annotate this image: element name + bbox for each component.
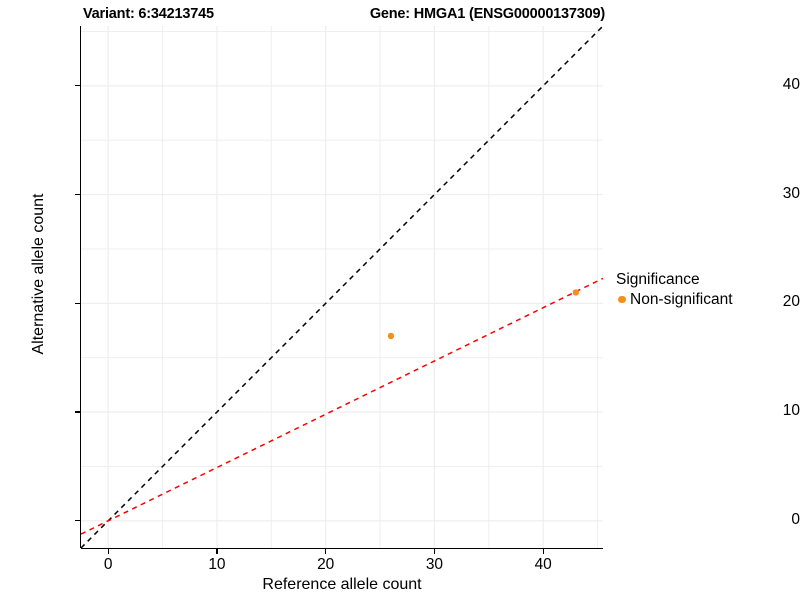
x-tick-mark — [107, 549, 109, 554]
y-axis-line — [80, 26, 82, 548]
y-tick-label: 20 — [782, 293, 800, 311]
data-point-markers — [387, 289, 580, 340]
legend-entry-label: Non-significant — [630, 291, 733, 308]
plot-panel — [81, 26, 603, 548]
gene-title: Gene: HMGA1 (ENSG00000137309) — [369, 6, 605, 22]
y-tick-label: 40 — [782, 75, 800, 93]
x-tick-mark — [433, 549, 436, 554]
y-tick-mark — [75, 411, 80, 413]
y-tick-mark — [75, 520, 80, 522]
y-tick-label: 30 — [782, 184, 800, 202]
x-axis-line — [81, 548, 603, 550]
legend: Significance Non-significant — [614, 270, 794, 309]
reference-lines — [81, 26, 603, 548]
minor-gridlines — [81, 26, 603, 548]
chart-title-row: Variant: 6:34213745 Gene: HMGA1 (ENSG000… — [81, 4, 605, 24]
y-tick-mark — [75, 193, 80, 196]
major-gridlines — [81, 26, 603, 548]
data-point — [572, 289, 580, 296]
x-tick-mark — [542, 549, 544, 554]
y-tick-mark — [75, 302, 80, 304]
y-tick-mark — [75, 85, 80, 87]
x-tick-label: 20 — [317, 556, 335, 573]
data-point — [387, 332, 395, 340]
x-tick-label: 0 — [103, 556, 113, 573]
y-axis-title: Alternative allele count — [30, 193, 47, 355]
circle-dot-icon — [614, 290, 630, 309]
y-tick-label: 10 — [782, 402, 800, 420]
x-tick-mark — [325, 549, 327, 554]
x-tick-label: 10 — [208, 556, 226, 573]
x-tick-label: 30 — [425, 556, 444, 573]
identity-line — [81, 26, 603, 548]
x-tick-mark — [216, 549, 218, 554]
allelic-ratio-line — [81, 277, 603, 535]
legend-entry[interactable]: Non-significant — [614, 290, 794, 309]
legend-title: Significance — [616, 271, 700, 288]
legend-entries: Non-significant — [614, 290, 794, 309]
variant-title: Variant: 6:34213745 — [83, 6, 214, 22]
plot-canvas — [81, 26, 603, 548]
x-axis-title: Reference allele count — [262, 576, 422, 593]
y-tick-label: 0 — [791, 510, 800, 528]
x-tick-label: 40 — [534, 556, 552, 573]
